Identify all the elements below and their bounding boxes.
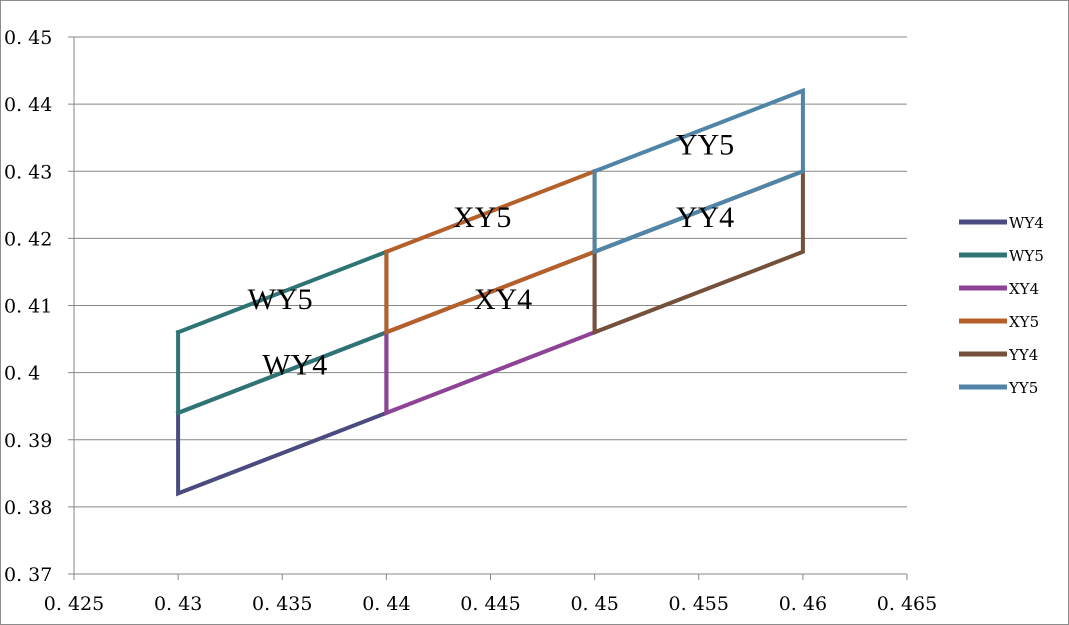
series-xy4-line	[383, 248, 597, 416]
y-tick-label: 0. 43	[4, 161, 52, 183]
x-tick-label: 0. 435	[252, 593, 312, 615]
tick-labels: 0. 37 0. 38 0. 39 0. 4 0. 41 0. 42 0. 43 0. 44 0…	[4, 27, 937, 615]
series-wy5-line	[175, 248, 389, 416]
legend-label-xy5: XY5	[1009, 313, 1039, 331]
y-tick-label: 0. 45	[4, 27, 52, 49]
region-label-wy5: WY5	[248, 283, 313, 316]
y-tick-label: 0. 44	[4, 94, 52, 116]
x-tick-label: 0. 445	[460, 593, 520, 615]
region-label-wy4: WY4	[262, 349, 327, 382]
gridlines	[74, 36, 907, 508]
y-tick-label: 0. 39	[4, 430, 52, 452]
x-tick-label: 0. 46	[779, 593, 827, 615]
y-tick-label: 0. 37	[4, 564, 52, 586]
series-yy4-line	[592, 168, 805, 336]
y-tick-label: 0. 4	[4, 363, 40, 385]
legend-label-wy5: WY5	[1009, 247, 1044, 265]
axes	[68, 36, 908, 580]
x-tick-label: 0. 425	[44, 593, 104, 615]
x-tick-label: 0. 44	[362, 593, 410, 615]
legend-label-yy4: YY4	[1008, 346, 1038, 364]
region-label-xy4: XY4	[474, 283, 532, 316]
y-tick-label: 0. 38	[4, 497, 52, 519]
region-labels: WY5 WY4 XY5 XY4 YY5 YY4	[248, 128, 734, 381]
legend: WY4 WY5 XY4 XY5 YY4 YY5	[959, 214, 1044, 397]
y-tick-label: 0. 42	[4, 228, 52, 250]
legend-label-wy4: WY4	[1009, 214, 1044, 232]
series-yy5-line	[592, 87, 805, 255]
x-tick-label: 0. 45	[570, 593, 618, 615]
legend-label-yy5: YY5	[1008, 379, 1038, 397]
y-tick-label: 0. 41	[4, 296, 52, 318]
legend-label-xy4: XY4	[1009, 280, 1039, 298]
x-tick-label: 0. 455	[669, 593, 729, 615]
region-label-yy4: YY4	[676, 201, 734, 234]
series-lines	[175, 87, 805, 497]
x-tick-label: 0. 43	[154, 593, 202, 615]
x-tick-label: 0. 465	[877, 593, 937, 615]
region-label-xy5: XY5	[453, 201, 511, 234]
region-label-yy5: YY5	[676, 128, 734, 161]
